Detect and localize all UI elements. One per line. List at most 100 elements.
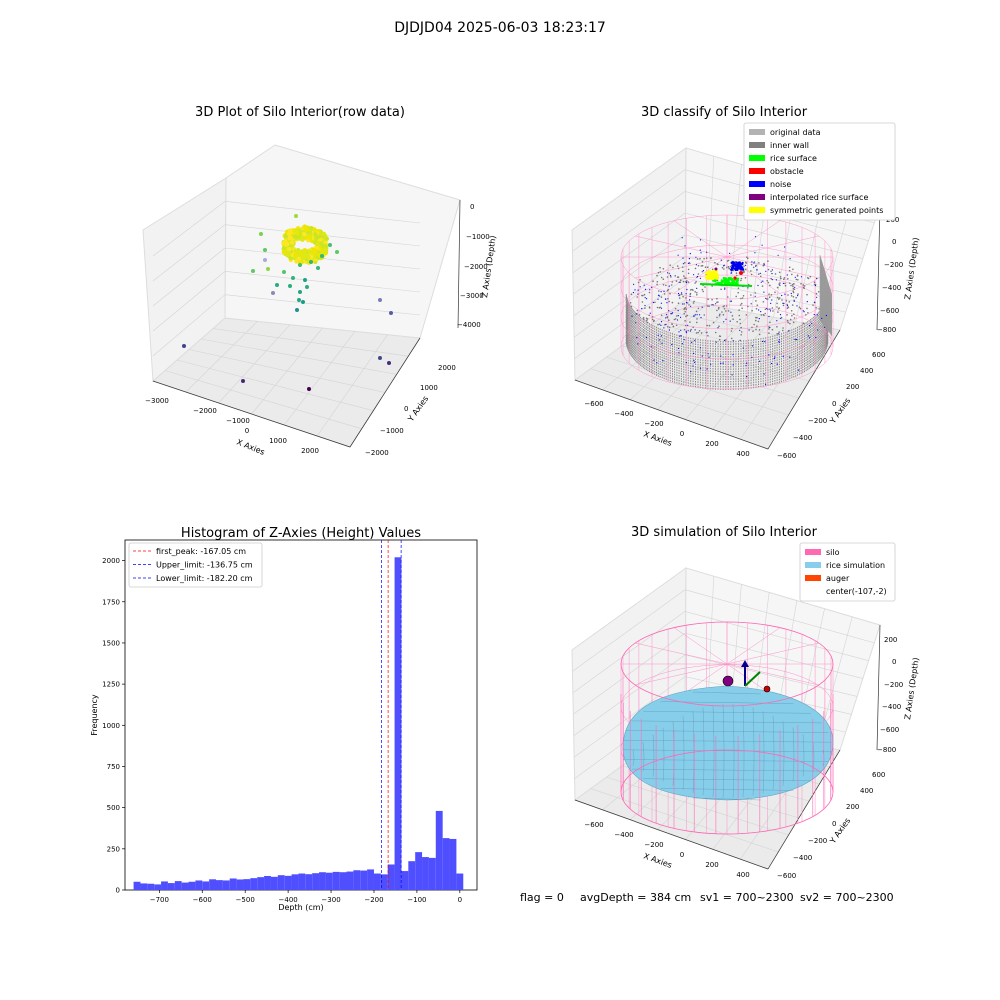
grid-line — [573, 654, 686, 736]
original-data-point — [651, 318, 654, 321]
original-data-point — [782, 329, 784, 332]
histogram-bar — [353, 870, 361, 890]
noise-point — [677, 254, 679, 256]
noise-point — [707, 353, 709, 355]
histogram-bar — [243, 879, 251, 890]
original-data-point — [791, 273, 793, 276]
histogram-bar — [147, 883, 155, 890]
original-data-point — [662, 278, 665, 281]
original-data-point — [648, 291, 651, 294]
histogram-bar — [161, 881, 168, 890]
original-data-point — [738, 314, 741, 317]
noise-point — [666, 302, 668, 304]
noise-point — [637, 289, 639, 291]
silo-line — [673, 627, 728, 665]
noise-point — [730, 268, 733, 271]
rice-surface-point — [720, 279, 723, 282]
grid-line — [152, 271, 226, 332]
noise-point — [780, 317, 782, 319]
original-data-point — [636, 296, 638, 298]
noise-point — [789, 258, 791, 260]
rice-mesh-line — [693, 691, 761, 695]
obstacle-point — [733, 276, 737, 280]
original-data-point — [708, 324, 711, 327]
noise-point — [645, 336, 648, 339]
original-data-point — [697, 273, 700, 275]
sv2-readout: sv2 = 700~2300 — [800, 891, 894, 904]
classify-y-tick: −600 — [777, 452, 796, 460]
rice-mesh-line — [722, 704, 725, 798]
grid-line — [684, 611, 869, 662]
original-data-point — [793, 313, 795, 316]
noise-point — [800, 276, 803, 278]
original-data-point — [652, 280, 654, 283]
raw-point — [291, 276, 295, 280]
noise-point — [690, 371, 692, 373]
legend-swatch — [749, 129, 765, 135]
noise-point — [657, 298, 659, 300]
original-data-point — [669, 264, 671, 267]
original-data-point — [776, 306, 778, 308]
symmetric-point — [712, 273, 716, 276]
histogram-bar — [181, 882, 189, 890]
original-data-point — [792, 285, 794, 288]
noise-point — [706, 251, 708, 253]
original-data-point — [719, 335, 722, 338]
rice-surface-point — [727, 280, 730, 283]
noise-point — [634, 289, 636, 291]
grid-line — [572, 589, 686, 672]
original-data-point — [716, 316, 718, 319]
noise-point — [682, 257, 684, 259]
original-data-point — [683, 312, 685, 315]
noise-point — [786, 305, 789, 307]
original-data-point — [788, 282, 791, 285]
raw-point — [300, 237, 305, 242]
original-data-point — [727, 296, 729, 298]
noise-point — [685, 293, 687, 295]
original-data-point — [757, 273, 760, 276]
noise-point — [774, 356, 776, 358]
grid-line — [152, 224, 226, 282]
silo-line — [726, 235, 819, 258]
noise-point — [769, 308, 771, 310]
original-data-point — [802, 286, 805, 289]
original-data-point — [752, 330, 754, 333]
original-data-point — [704, 266, 707, 269]
simulation-y-tick: −400 — [793, 854, 812, 862]
noise-point — [691, 341, 693, 343]
noise-point — [694, 329, 696, 331]
noise-point — [710, 363, 712, 365]
raw-y-ticks: −2000 −1000 0 1000 2000 — [365, 364, 456, 457]
original-data-point — [764, 308, 767, 311]
original-data-point — [806, 307, 808, 310]
x-tick-label: −500 — [236, 896, 255, 904]
original-data-point — [753, 323, 755, 326]
original-data-point — [751, 309, 753, 312]
original-data-point — [776, 286, 779, 289]
x-axis-line — [574, 379, 769, 450]
noise-point — [732, 340, 734, 342]
grid-line — [152, 247, 226, 307]
histogram-bar — [257, 877, 265, 890]
noise-point — [635, 322, 637, 324]
noise-point — [674, 275, 676, 277]
original-data-point — [718, 314, 721, 317]
raw-point — [316, 266, 320, 270]
original-data-point — [778, 298, 780, 300]
noise-point — [660, 321, 663, 323]
rice-mesh-line — [772, 715, 775, 790]
original-data-point — [706, 266, 709, 269]
rice-mesh-line — [693, 797, 761, 801]
original-data-point — [796, 274, 799, 277]
original-data-point — [782, 302, 784, 305]
auger-marker — [763, 685, 771, 693]
original-data-point — [673, 318, 676, 321]
raw-point — [298, 263, 302, 267]
raw-point — [182, 344, 186, 348]
legend-label: rice simulation — [826, 561, 885, 570]
original-data-point — [684, 311, 686, 313]
noise-point — [667, 298, 669, 300]
raw-x-tick: 1000 — [269, 437, 287, 445]
noise-point — [723, 339, 726, 341]
original-data-point — [720, 288, 722, 291]
